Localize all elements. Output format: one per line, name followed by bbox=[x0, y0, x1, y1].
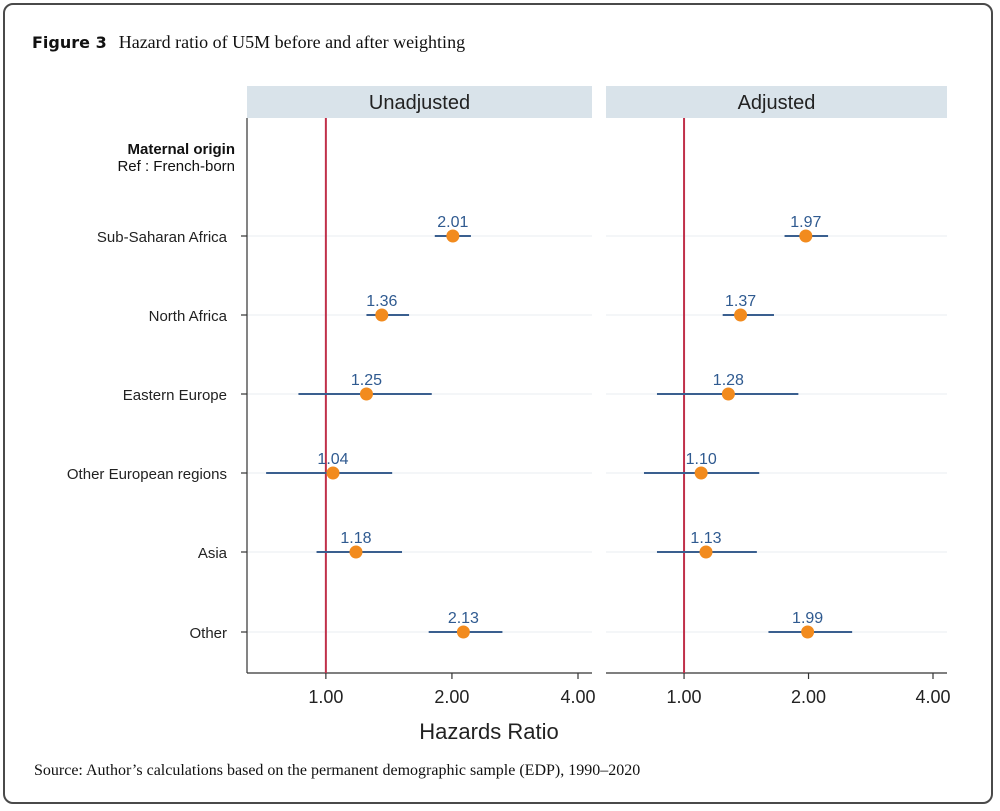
category-label: North Africa bbox=[149, 308, 228, 325]
figure-frame bbox=[3, 3, 993, 804]
x-axis-title: Hazards Ratio bbox=[419, 719, 558, 744]
estimate-point bbox=[699, 545, 713, 559]
panel-title-1: Adjusted bbox=[738, 92, 816, 114]
estimate-point bbox=[446, 229, 460, 243]
value-label: 2.01 bbox=[437, 214, 468, 231]
estimate-point bbox=[694, 466, 708, 480]
estimate-point bbox=[456, 625, 470, 639]
value-label: 1.04 bbox=[317, 451, 348, 468]
x-tick-label: 2.00 bbox=[434, 687, 469, 707]
value-label: 1.28 bbox=[713, 372, 744, 389]
x-tick-label: 2.00 bbox=[791, 687, 826, 707]
category-label: Other European regions bbox=[67, 466, 227, 483]
figure-label: Figure 3 bbox=[32, 33, 107, 52]
value-label: 1.37 bbox=[725, 293, 756, 310]
panel-title-0: Unadjusted bbox=[369, 92, 470, 114]
estimate-point bbox=[799, 229, 813, 243]
estimate-point bbox=[326, 466, 340, 480]
figure-source: Source: Author’s calculations based on t… bbox=[34, 762, 641, 779]
value-label: 1.97 bbox=[790, 214, 821, 231]
x-tick-label: 1.00 bbox=[667, 687, 702, 707]
figure-title: Figure 3 Hazard ratio of U5M before and a… bbox=[32, 32, 465, 53]
estimate-point bbox=[734, 308, 748, 322]
value-label: 1.36 bbox=[366, 293, 397, 310]
category-label: Sub-Saharan Africa bbox=[97, 229, 228, 246]
category-label: Asia bbox=[198, 545, 228, 562]
category-label: Eastern Europe bbox=[123, 387, 227, 404]
value-label: 2.13 bbox=[448, 610, 479, 627]
group-header-label: Maternal origin bbox=[127, 141, 235, 158]
value-label: 1.10 bbox=[686, 451, 717, 468]
x-tick-label: 4.00 bbox=[560, 687, 595, 707]
category-label: Other bbox=[189, 625, 227, 642]
x-tick-label: 1.00 bbox=[308, 687, 343, 707]
value-label: 1.99 bbox=[792, 610, 823, 627]
estimate-point bbox=[721, 387, 735, 401]
estimate-point bbox=[349, 545, 363, 559]
estimate-point bbox=[801, 625, 815, 639]
x-tick-label: 4.00 bbox=[915, 687, 950, 707]
value-label: 1.13 bbox=[690, 530, 721, 547]
estimate-point bbox=[375, 308, 389, 322]
panel-header-0 bbox=[247, 86, 592, 118]
value-label: 1.18 bbox=[340, 530, 371, 547]
panel-header-1 bbox=[606, 86, 947, 118]
figure-title-text: Hazard ratio of U5M before and after wei… bbox=[118, 32, 466, 52]
group-header-sublabel: Ref : French-born bbox=[117, 158, 235, 175]
value-label: 1.25 bbox=[351, 372, 382, 389]
estimate-point bbox=[359, 387, 373, 401]
